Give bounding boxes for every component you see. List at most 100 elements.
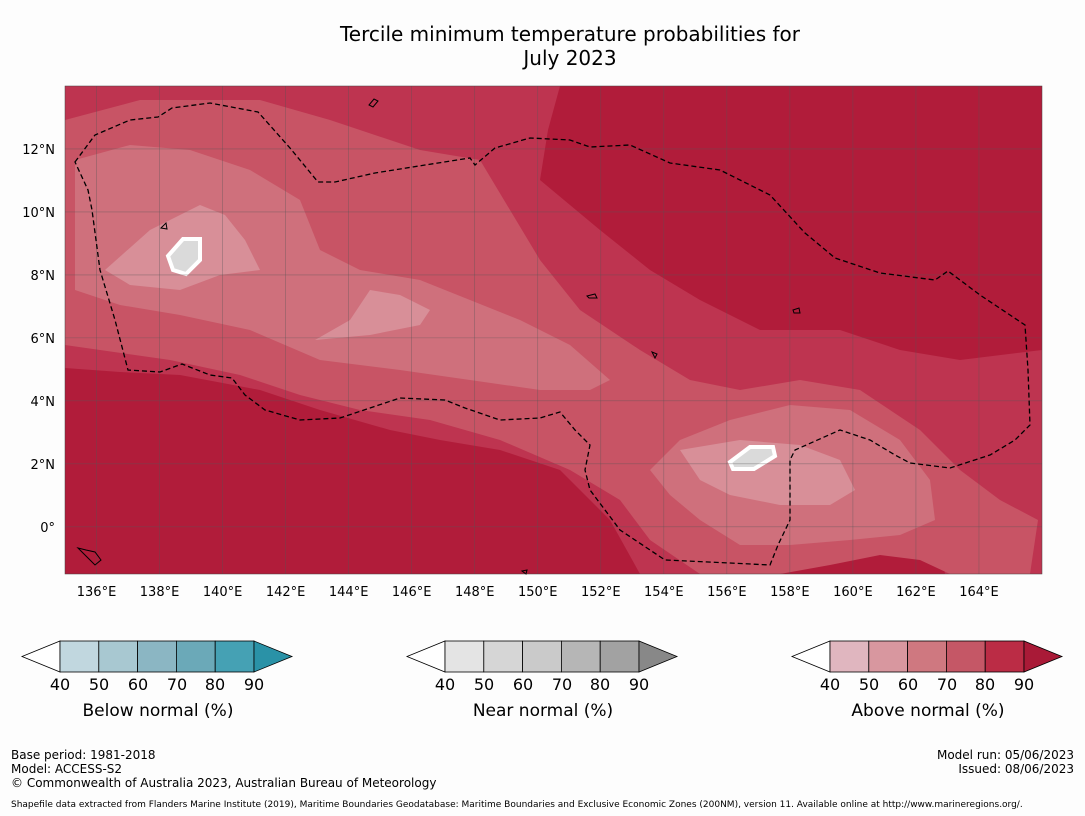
contour-near-40-east <box>727 445 778 471</box>
legend-tick: 80 <box>974 675 996 694</box>
latitude-labels: 12°N 10°N 8°N 6°N 4°N 2°N 0° <box>22 143 55 536</box>
longitude-label: 138°E <box>140 585 180 600</box>
longitude-label: 150°E <box>518 585 558 600</box>
legend-above-normal: 40 50 60 70 80 90 Above normal (%) <box>790 640 1071 740</box>
colorbar-over-triangle <box>253 640 294 673</box>
latitude-label: 12°N <box>22 143 55 158</box>
longitude-label: 158°E <box>770 585 810 600</box>
legend-tick: 80 <box>204 675 226 694</box>
colorbar-under-triangle <box>20 640 61 673</box>
colorbar-under-triangle <box>405 640 446 673</box>
longitude-label: 164°E <box>959 585 999 600</box>
legend-label-below-normal: Below normal (%) <box>82 701 234 721</box>
legend-tick: 70 <box>936 675 958 694</box>
legend-tick: 60 <box>512 675 534 694</box>
legend-tick: 70 <box>166 675 188 694</box>
legend-tick: 60 <box>897 675 919 694</box>
colorbar-segment <box>175 640 216 673</box>
longitude-label: 144°E <box>329 585 369 600</box>
colorbar-segment <box>483 640 524 673</box>
latitude-label: 8°N <box>31 269 56 284</box>
coastline-island <box>520 569 528 575</box>
colorbar-segment <box>98 640 139 673</box>
longitude-label: 160°E <box>833 585 873 600</box>
legend-tick: 40 <box>49 675 71 694</box>
longitude-label: 156°E <box>707 585 747 600</box>
coastline-island <box>76 547 102 566</box>
issued-date: Issued: 08/06/2023 <box>958 762 1074 776</box>
footer-right: Model run: 05/06/2023 Issued: 08/06/2023 <box>937 748 1074 776</box>
map-title-line2: July 2023 <box>523 46 617 70</box>
latitude-label: 0° <box>40 521 55 536</box>
legend-tick: 50 <box>88 675 110 694</box>
longitude-label: 154°E <box>644 585 684 600</box>
map-title-line1: Tercile minimum temperature probabilitie… <box>339 22 801 46</box>
coastline-island <box>368 98 379 108</box>
probability-map: 12°N 10°N 8°N 6°N 4°N 2°N 0° 136°E 138°E 140°E 14… <box>22 85 1043 600</box>
longitude-label: 146°E <box>392 585 432 600</box>
coastlines <box>76 98 801 575</box>
map-title: Tercile minimum temperature probabilitie… <box>0 22 1085 70</box>
latitude-label: 6°N <box>31 332 56 347</box>
longitude-label: 152°E <box>581 585 621 600</box>
colorbar-segment <box>214 640 255 673</box>
legend-label-above-normal: Above normal (%) <box>851 701 1005 721</box>
base-period: Base period: 1981-2018 <box>11 748 156 762</box>
colorbar-over-triangle <box>1023 640 1064 673</box>
legend-below-normal: 40 50 60 70 80 90 Below normal (%) <box>20 640 301 740</box>
coastline-island <box>586 293 598 299</box>
colorbar-segment <box>522 640 562 673</box>
legend-near-normal: 40 50 60 70 80 90 Near normal (%) <box>405 640 686 740</box>
colorbar-segment <box>945 640 986 673</box>
longitude-label: 140°E <box>203 585 243 600</box>
longitude-labels: 136°E 138°E 140°E 142°E 144°E 146°E 148°E 150°E… <box>77 585 999 600</box>
contour-above-50 <box>105 205 855 505</box>
longitude-label: 136°E <box>77 585 117 600</box>
legend-tick: 80 <box>589 675 611 694</box>
colorbar-near-normal <box>405 640 679 673</box>
legend-tick: 90 <box>628 675 650 694</box>
longitude-label: 148°E <box>455 585 495 600</box>
coastline-island <box>650 351 658 360</box>
legend-tick: 70 <box>551 675 573 694</box>
colorbar-segment <box>599 640 640 673</box>
colorbar-segment <box>829 640 870 673</box>
contour-near-40-west <box>165 237 202 277</box>
eez-boundary-palau-micronesia-north <box>74 102 1031 566</box>
longitude-label: 142°E <box>266 585 306 600</box>
legend-tick: 90 <box>243 675 265 694</box>
legend-tick: 50 <box>858 675 880 694</box>
eez-boundaries <box>74 102 1031 566</box>
legend-tick: 50 <box>473 675 495 694</box>
legend-label-near-normal: Near normal (%) <box>472 701 614 721</box>
colorbar-segment <box>444 640 485 673</box>
colorbar-under-triangle <box>790 640 831 673</box>
legend-tick: 40 <box>434 675 456 694</box>
legend-tick: 40 <box>819 675 841 694</box>
latitude-label: 4°N <box>31 395 56 410</box>
colorbar-below-normal <box>20 640 294 673</box>
colorbar-segment <box>137 640 177 673</box>
longitude-label: 162°E <box>896 585 936 600</box>
colorbar-over-triangle <box>638 640 679 673</box>
colorbar-above-normal <box>790 640 1064 673</box>
colorbar-segment <box>560 640 601 673</box>
colorbar-segment <box>907 640 947 673</box>
model-name: Model: ACCESS-S2 <box>11 762 123 776</box>
source-attribution: Shapefile data extracted from Flanders M… <box>11 800 1023 810</box>
latitude-label: 2°N <box>31 458 56 473</box>
coastline-island <box>159 221 168 230</box>
model-run-date: Model run: 05/06/2023 <box>936 748 1074 762</box>
coastline-island <box>792 307 801 314</box>
map-frame <box>64 85 1043 575</box>
graticule <box>65 86 1042 574</box>
copyright: © Commonwealth of Australia 2023, Austra… <box>11 776 437 790</box>
colorbar-segment <box>59 640 100 673</box>
footer-left: Base period: 1981-2018 Model: ACCESS-S2 … <box>11 748 436 790</box>
legend-tick: 60 <box>127 675 149 694</box>
latitude-label: 10°N <box>22 206 55 221</box>
colorbar-segment <box>868 640 909 673</box>
colorbar-segment <box>984 640 1025 673</box>
legend-tick: 90 <box>1013 675 1035 694</box>
